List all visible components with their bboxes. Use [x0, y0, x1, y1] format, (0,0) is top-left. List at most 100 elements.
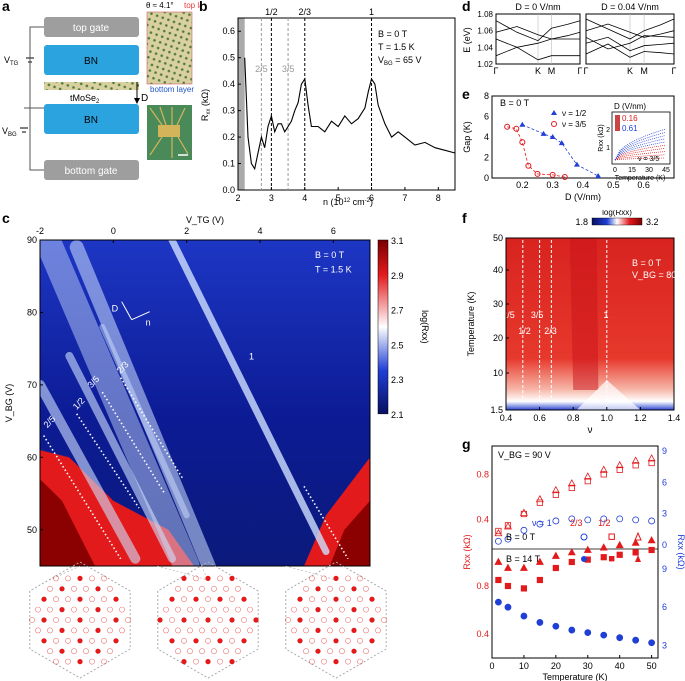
- c-lattice-site: [157, 617, 163, 623]
- c-stripe: [65, 351, 176, 563]
- c-stripe: [168, 240, 330, 556]
- c-lattice-connector: [157, 565, 209, 581]
- g-point: [600, 471, 607, 478]
- g-point: [567, 548, 576, 556]
- b-ytick-label: 0.0: [222, 185, 235, 195]
- d-xtick-label: M: [640, 66, 648, 76]
- c-xtick-label: 6: [331, 226, 336, 236]
- b-info-t: T = 1.5 K: [378, 42, 415, 52]
- c-lattice-site: [175, 585, 181, 592]
- e-xtick-label: 0.2: [516, 180, 529, 190]
- b-fill-label: 2/5: [255, 64, 268, 74]
- c-lattice-site: [333, 659, 339, 665]
- g-point: [631, 538, 640, 546]
- c-lattice-site: [175, 648, 181, 655]
- g-point: [520, 585, 528, 592]
- c-lattice-site: [119, 627, 125, 634]
- c-lattice-site: [223, 606, 229, 613]
- d-band: [585, 43, 675, 58]
- c-lattice-site: [363, 606, 369, 613]
- c-lattice-site: [119, 606, 125, 613]
- g-point: [552, 517, 560, 525]
- c-lattice-site: [369, 617, 375, 623]
- g-ytick-tl: 0.8: [476, 469, 489, 479]
- e-ytick-label: 2: [484, 153, 489, 163]
- c-lattice-site: [351, 607, 357, 613]
- c-lattice-site: [205, 575, 211, 581]
- g-ytick-bl: 0.8: [476, 581, 489, 591]
- d-xtick-label: Γ: [578, 66, 583, 76]
- d-xtick-label: Γ: [584, 66, 589, 76]
- g-frame: [491, 445, 659, 659]
- c-lattice-site: [65, 658, 71, 665]
- c-lattice-site: [181, 659, 187, 665]
- g-point: [551, 551, 560, 559]
- b-ytick-label: 0.4: [222, 79, 235, 89]
- c-lattice-site: [285, 617, 291, 623]
- g-point: [520, 612, 528, 620]
- c-lattice-site: [351, 586, 357, 592]
- g-point: [535, 494, 544, 503]
- c-lattice-site: [217, 575, 223, 582]
- g-point: [568, 484, 575, 492]
- c-lattice-site: [363, 648, 369, 655]
- top-gate-label: top gate: [73, 23, 110, 34]
- g-point: [552, 491, 559, 498]
- c-lattice-site: [247, 627, 253, 634]
- c-lattice-site: [315, 627, 321, 633]
- c-lattice-site: [241, 596, 247, 602]
- c-lattice-site: [187, 648, 193, 655]
- g-point: [647, 536, 656, 544]
- c-lattice-site: [181, 575, 187, 581]
- g-point: [648, 639, 656, 647]
- c-lattice-site: [101, 658, 107, 665]
- c-ytick-label: 60: [27, 452, 37, 462]
- g-nu-twothirds: 2/3: [570, 518, 583, 528]
- c-colorbar: [377, 239, 389, 415]
- c-lattice-site: [95, 627, 101, 633]
- vbg-label: VBG: [2, 126, 17, 138]
- c-xtick-label: 4: [257, 226, 262, 236]
- c-lattice-site: [345, 617, 351, 623]
- e-inset-xtick: 0: [613, 167, 617, 174]
- c-lattice-site: [71, 627, 77, 634]
- d-title: D = 0 V/nm: [515, 2, 560, 12]
- b-ytick-label: 0.1: [222, 159, 235, 169]
- d-band: [495, 38, 580, 48]
- f-ytick-label: 40: [493, 265, 503, 275]
- c-lattice-site: [309, 596, 315, 603]
- c-stripe: [40, 240, 200, 566]
- g-point: [616, 515, 624, 523]
- c-lattice-site: [169, 596, 175, 602]
- e-legend-marker: [551, 121, 557, 127]
- c-lattice-site: [193, 596, 199, 602]
- panel-label-e: e: [462, 86, 470, 102]
- g-point: [536, 619, 544, 626]
- c-colorbar-tick: 2.3: [391, 375, 404, 385]
- e-inset-curve: [614, 148, 666, 161]
- c-lattice-site: [309, 617, 315, 623]
- d-title: D = 0.04 V/nm: [601, 2, 659, 12]
- g-point: [494, 557, 503, 565]
- e-xtick-label: 0.6: [637, 180, 650, 190]
- g-point: [519, 563, 528, 571]
- c-n-axis-arrow: [131, 311, 150, 321]
- c-lattice-site: [101, 617, 107, 623]
- panel-label-b: b: [199, 0, 208, 14]
- bn-bottom-label: BN: [84, 115, 98, 126]
- c-lattice-site: [95, 586, 101, 592]
- b-fill-label: 2/3: [299, 7, 312, 17]
- c-lattice-site: [169, 617, 175, 623]
- c-lattice-site: [235, 648, 241, 655]
- c-lattice-site: [107, 648, 113, 655]
- d-xtick-label: Γ: [672, 66, 677, 76]
- c-lattice-site: [303, 627, 309, 634]
- f-ytick-label: 1.5: [490, 405, 503, 415]
- g-point: [503, 522, 512, 530]
- g-point: [584, 629, 592, 636]
- d-band: [585, 35, 675, 50]
- top-gate-layer: [44, 17, 139, 37]
- e-inset-curve: [614, 141, 666, 161]
- e-inset-xtick: 30: [645, 167, 653, 174]
- c-stripe: [40, 379, 141, 564]
